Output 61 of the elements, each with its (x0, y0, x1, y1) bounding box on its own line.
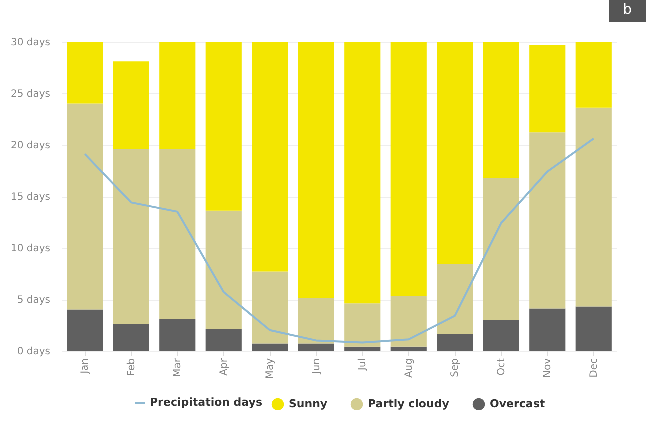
bar (483, 42, 520, 178)
bar (344, 346, 381, 351)
x-tick-label: Apr (218, 358, 230, 376)
bar (576, 42, 612, 108)
bar (437, 42, 474, 264)
legend-label: Precipitation days (150, 396, 263, 409)
bar (206, 210, 242, 330)
x-tick-label: Aug (404, 358, 415, 378)
bar (390, 296, 427, 347)
bar (206, 329, 242, 351)
y-tick-label: 20 days (10, 140, 50, 152)
x-tick-label: Mar (172, 358, 184, 378)
bar (67, 104, 104, 310)
y-tick-label: 10 days (10, 244, 50, 254)
bar (483, 320, 520, 351)
bar (437, 264, 474, 335)
x-tick-label: Jul (358, 358, 369, 372)
line-series (84, 138, 595, 344)
legend-label: Overcast (490, 397, 546, 410)
bar (344, 42, 381, 304)
bar (576, 108, 612, 307)
text: b (609, 0, 646, 22)
x-tick-label: Feb (126, 358, 138, 376)
y-tick-label: 30 days (10, 38, 50, 48)
bar (252, 344, 288, 351)
y-tick-label: 25 days (10, 89, 50, 100)
x-tick-label: Nov (542, 358, 554, 378)
bar (113, 324, 150, 351)
bar (160, 319, 196, 351)
x-tick-label: Oct (496, 358, 508, 376)
bar (437, 334, 474, 351)
y-tick-label: 15 days (10, 192, 50, 203)
bar (298, 344, 334, 351)
bar (160, 149, 196, 320)
bar (483, 178, 520, 320)
bar (67, 310, 104, 351)
x-tick-label: Sep (450, 358, 462, 378)
bar (67, 42, 104, 104)
bar (113, 62, 150, 150)
x-tick-label: Jun (311, 358, 322, 376)
bar (298, 298, 334, 344)
bar (530, 45, 566, 133)
bar (530, 308, 566, 351)
x-tick-label: Dec (588, 358, 600, 378)
y-tick-label: 0 days (17, 346, 50, 358)
bar (206, 42, 242, 211)
bar (252, 272, 288, 344)
y-tick-label: 5 days (17, 295, 50, 306)
bar (160, 42, 196, 150)
bar (576, 306, 612, 351)
bar (113, 149, 150, 324)
legend-label: Partly cloudy (368, 397, 450, 410)
bar (252, 42, 288, 272)
legend-label: Sunny (289, 397, 328, 410)
bar (344, 304, 381, 347)
x-tick-label: May (265, 358, 276, 380)
bar (390, 346, 427, 351)
x-tick-label: Jan (80, 358, 92, 375)
bar (530, 132, 566, 309)
bar (298, 42, 334, 298)
bar (390, 42, 427, 296)
